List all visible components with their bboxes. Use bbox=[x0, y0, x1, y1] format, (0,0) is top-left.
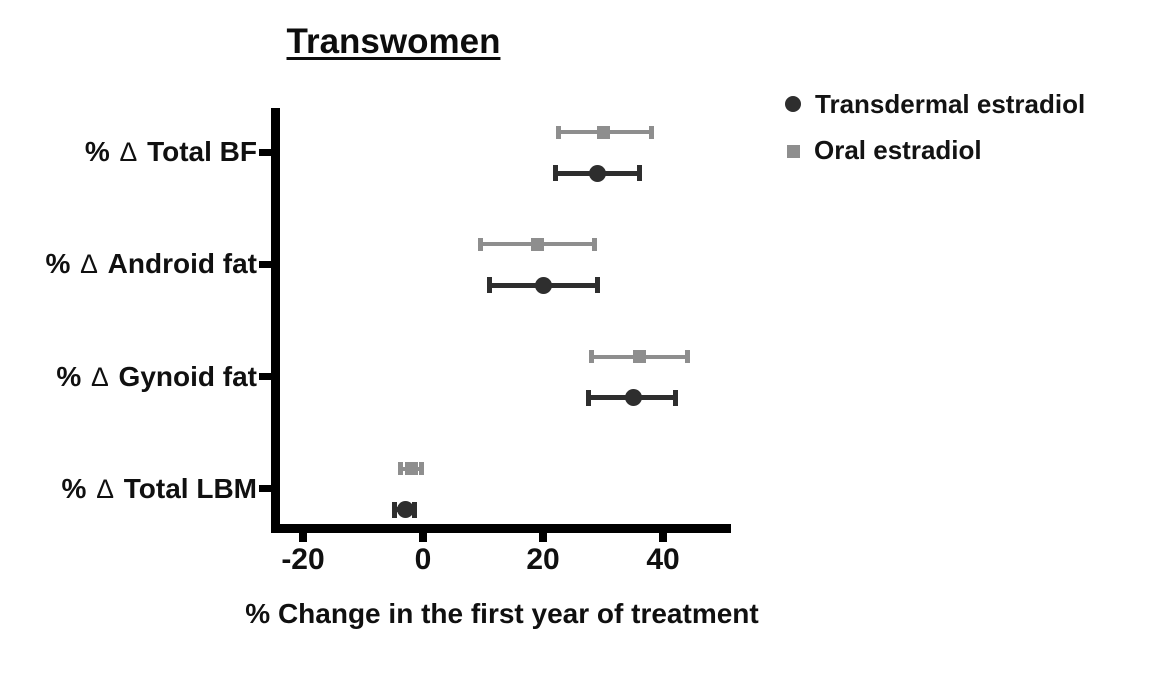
data-point-marker bbox=[404, 462, 418, 476]
data-point-marker bbox=[596, 125, 610, 139]
error-bar-cap bbox=[411, 501, 417, 518]
error-bar-cap bbox=[585, 389, 591, 406]
x-tick-label: -20 bbox=[281, 543, 325, 576]
data-point-marker bbox=[632, 350, 646, 364]
x-tick bbox=[659, 533, 667, 542]
category-label: % Δ Gynoid fat bbox=[56, 360, 257, 392]
delta-icon: Δ bbox=[96, 473, 114, 504]
x-tick-label: 20 bbox=[526, 543, 560, 576]
error-bar-cap bbox=[684, 350, 690, 364]
y-tick bbox=[259, 373, 271, 381]
y-tick bbox=[259, 485, 271, 493]
error-bar-cap bbox=[391, 501, 397, 518]
square-icon bbox=[787, 144, 800, 158]
error-bar-cap bbox=[477, 237, 483, 251]
y-axis-line bbox=[271, 108, 280, 533]
legend: Transdermal estradiol Oral estradiol bbox=[779, 84, 1085, 176]
category-label: % Δ Android fat bbox=[45, 248, 257, 280]
error-bar-cap bbox=[588, 350, 594, 364]
y-tick bbox=[259, 148, 271, 156]
category-label: % Δ Total LBM bbox=[61, 472, 257, 504]
category-label: % Δ Total BF bbox=[84, 136, 257, 167]
delta-icon: Δ bbox=[80, 249, 98, 280]
x-tick bbox=[419, 533, 427, 542]
legend-item-oral: Oral estradiol bbox=[779, 130, 1085, 170]
error-bar-cap bbox=[555, 125, 561, 139]
error-bar-cap bbox=[398, 462, 404, 476]
error-bar-cap bbox=[636, 165, 642, 181]
error-bar-cap bbox=[672, 389, 678, 406]
delta-icon: Δ bbox=[91, 361, 109, 392]
chart-title: Transwomen bbox=[286, 22, 501, 61]
delta-icon: Δ bbox=[119, 137, 138, 167]
data-point-marker bbox=[624, 389, 642, 407]
legend-label: Oral estradiol bbox=[814, 134, 982, 165]
legend-item-transdermal: Transdermal estradiol bbox=[779, 84, 1085, 124]
error-bar-cap bbox=[418, 462, 424, 476]
x-tick-label: 40 bbox=[646, 543, 680, 576]
data-point-marker bbox=[530, 237, 544, 251]
error-bar-cap bbox=[594, 277, 600, 294]
x-axis-title: % Change in the first year of treatment bbox=[245, 598, 759, 629]
x-tick bbox=[539, 533, 547, 542]
legend-label: Transdermal estradiol bbox=[815, 88, 1086, 119]
data-point-marker bbox=[396, 501, 414, 519]
data-point-marker bbox=[588, 164, 606, 182]
x-tick bbox=[299, 533, 307, 542]
data-point-marker bbox=[534, 276, 552, 294]
error-bar-cap bbox=[486, 277, 492, 294]
error-bar-cap bbox=[648, 125, 654, 139]
x-tick-label: 0 bbox=[414, 543, 432, 576]
x-axis-line bbox=[271, 524, 731, 533]
circle-icon bbox=[785, 96, 801, 112]
error-bar-cap bbox=[591, 237, 597, 251]
error-bar-cap bbox=[552, 165, 558, 181]
y-tick bbox=[259, 260, 271, 268]
